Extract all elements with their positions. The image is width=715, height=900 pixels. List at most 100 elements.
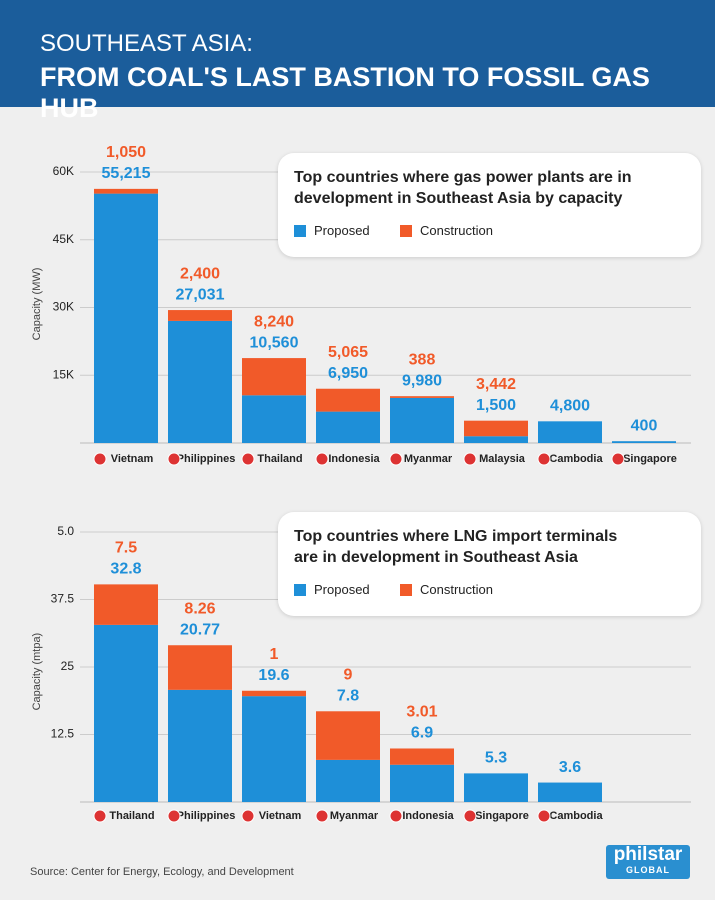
data-label: 6.9 [411,725,433,742]
data-label: 8.26 [184,600,215,617]
data-label: 8,240 [254,313,294,330]
x-tick-label: Myanmar [330,810,379,822]
data-label: 5,065 [328,344,368,361]
y-axis-label: Capacity (mtpa) [31,633,43,711]
bar-segment [94,188,158,194]
data-label: 388 [409,351,436,368]
data-label: 3.6 [559,759,581,776]
data-label: 1,050 [106,144,146,161]
bar-segment [390,397,454,443]
data-label: 7.5 [115,540,137,557]
logo-name: philstar [613,844,683,865]
flag-icon [389,809,403,823]
y-tick-label: 5.0 [57,524,74,538]
bar-segment [94,584,158,625]
flag-icon [537,452,551,466]
x-tick-label: Malaysia [479,453,526,465]
bar-segment [316,388,380,412]
y-tick-label: 37.5 [51,592,75,606]
data-label: 27,031 [176,286,225,303]
source: Source: Center for Energy, Ecology, and … [30,866,294,878]
data-label: 9 [344,666,353,683]
legend-item: Construction [400,223,493,238]
chart-title: Top countries where gas power plants are… [294,169,632,207]
y-tick-label: 15K [53,367,74,381]
flag-icon [463,809,477,823]
y-tick-label: 25 [61,659,75,673]
bar-segment [464,436,528,443]
legend-swatch [294,583,306,596]
bar-segment [94,624,158,802]
x-tick-label: Vietnam [259,810,302,822]
header-title: FROM COAL'S LAST BASTION TO FOSSIL GAS H… [40,62,650,123]
bar-segment [316,411,380,443]
data-label: 3.01 [406,704,437,721]
logo: philstar GLOBAL [606,845,690,879]
flag-icon [241,452,255,466]
x-tick-label: Cambodia [549,453,603,465]
data-label: 9,980 [402,372,442,389]
legend-label: Proposed [314,582,370,597]
bar-segment [242,696,306,802]
flag-icon [241,809,255,823]
legend-item: Construction [400,582,493,597]
legend-label: Construction [420,582,493,597]
bar-segment [464,773,528,802]
data-label: 7.8 [337,687,359,704]
flag-icon [167,452,181,466]
data-label: 4,800 [550,398,590,415]
legend-box: Top countries where LNG import terminals… [278,512,701,616]
bar-segment [612,441,676,443]
flag-icon [389,452,403,466]
x-tick-label: Singapore [475,810,529,822]
y-axis-label: Capacity (MW) [31,268,43,341]
bar-segment [316,711,380,760]
bar-segment [390,764,454,802]
header-kicker: SOUTHEAST ASIA: [40,30,253,57]
legend-swatch [294,224,306,237]
y-tick-label: 30K [53,300,74,314]
data-label: 1,500 [476,397,516,414]
bar-segment [242,690,306,697]
bar-segment [168,689,232,802]
data-label: 6,950 [328,365,368,382]
y-tick-label: 12.5 [51,727,75,741]
data-label: 19.6 [258,667,289,684]
x-tick-label: Thailand [257,453,302,465]
bar-segment [538,782,602,802]
flag-icon [93,452,107,466]
flag-icon [537,809,551,823]
header: SOUTHEAST ASIA: FROM COAL'S LAST BASTION… [0,0,715,123]
legend-label: Proposed [314,223,370,238]
flag-icon [611,452,625,466]
bar-segment [390,396,454,398]
bar-segment [464,420,528,437]
y-tick-label: 60K [53,164,74,178]
data-label: 5.3 [485,750,507,767]
data-label: 20.77 [180,621,220,638]
bar-segment [242,358,306,396]
x-tick-label: Cambodia [549,810,603,822]
legend-swatch [400,583,412,596]
flag-icon [93,809,107,823]
x-tick-label: Indonesia [328,453,380,465]
data-label: 2,400 [180,265,220,282]
legend-label: Construction [420,223,493,238]
x-tick-label: Vietnam [111,453,154,465]
data-label: 400 [631,417,658,434]
chart-title: Top countries where LNG import terminals… [294,528,618,566]
data-label: 3,442 [476,376,516,393]
flag-icon [315,809,329,823]
bar-segment [242,395,306,443]
x-tick-label: Thailand [109,810,154,822]
flag-icon [463,452,477,466]
bar-segment [390,748,454,765]
legend-item: Proposed [294,582,370,597]
logo-sub: GLOBAL [626,865,670,875]
data-label: 55,215 [102,165,151,182]
flag-icon [167,809,181,823]
x-tick-label: Myanmar [404,453,453,465]
x-tick-label: Singapore [623,453,677,465]
